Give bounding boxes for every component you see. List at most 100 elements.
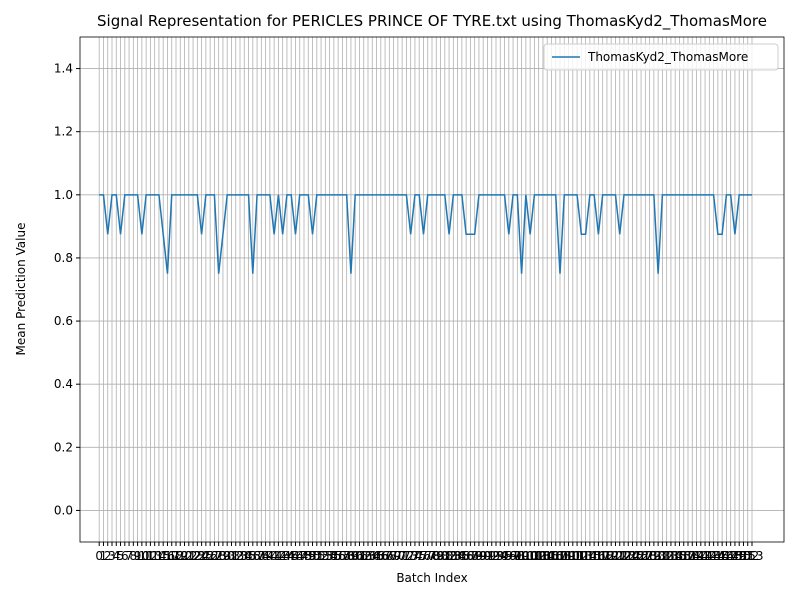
x-tick-label: 11 xyxy=(138,549,153,563)
x-tick-label: 147 xyxy=(715,549,738,563)
x-tick-label: 98 xyxy=(510,549,525,563)
x-tick-label: 34 xyxy=(237,549,252,563)
x-tick-label: 100 xyxy=(514,549,537,563)
x-tick-label: 71 xyxy=(394,549,409,563)
x-tick-label: 36 xyxy=(245,549,260,563)
x-tick-label: 139 xyxy=(681,549,704,563)
x-tick-label: 86 xyxy=(458,549,473,563)
x-tick-label: 137 xyxy=(672,549,695,563)
x-tick-label: 95 xyxy=(497,549,512,563)
x-tick-label: 101 xyxy=(519,549,542,563)
x-tick-label: 54 xyxy=(322,549,337,563)
legend-label: ThomasKyd2_ThomasMore xyxy=(587,50,748,64)
x-tick-label: 45 xyxy=(284,549,299,563)
x-tick-label: 70 xyxy=(390,549,405,563)
x-tick-label: 64 xyxy=(365,549,380,563)
x-tick-label: 20 xyxy=(177,549,192,563)
x-tick-label: 118 xyxy=(591,549,614,563)
x-tick-label: 8 xyxy=(130,549,138,563)
x-tick-label: 2 xyxy=(104,549,112,563)
x-tick-label: 121 xyxy=(604,549,627,563)
x-tick-label: 12 xyxy=(143,549,158,563)
x-tick-label: 9 xyxy=(134,549,142,563)
x-tick-label: 39 xyxy=(258,549,273,563)
x-tick-label: 134 xyxy=(659,549,682,563)
x-tick-label: 30 xyxy=(220,549,235,563)
x-tick-label: 119 xyxy=(595,549,618,563)
x-tick-label: 94 xyxy=(493,549,508,563)
x-tick-label: 127 xyxy=(630,549,653,563)
x-tick-label: 50 xyxy=(305,549,320,563)
x-tick-label: 5 xyxy=(117,549,125,563)
x-tick-label: 13 xyxy=(147,549,162,563)
x-tick-label: 123 xyxy=(613,549,636,563)
x-tick-label: 109 xyxy=(553,549,576,563)
x-tick-label: 18 xyxy=(168,549,183,563)
x-tick-label: 143 xyxy=(698,549,721,563)
x-tick-label: 126 xyxy=(625,549,648,563)
x-tick-label: 145 xyxy=(706,549,729,563)
plot-frame xyxy=(79,36,785,543)
x-tick-label: 37 xyxy=(249,549,264,563)
x-tick-label: 102 xyxy=(523,549,546,563)
line xyxy=(99,194,752,274)
x-tick-label: 148 xyxy=(719,549,742,563)
x-tick-label: 49 xyxy=(301,549,316,563)
x-tick-label: 33 xyxy=(232,549,247,563)
x-tick-label: 113 xyxy=(570,549,593,563)
x-tick-label: 22 xyxy=(185,549,200,563)
x-tick-label: 19 xyxy=(173,549,188,563)
x-tick-label: 84 xyxy=(450,549,465,563)
x-tick-label: 132 xyxy=(651,549,674,563)
x-tick-label: 125 xyxy=(621,549,644,563)
x-axis-label: Batch Index xyxy=(396,571,467,585)
y-tick-label: 0.0 xyxy=(54,503,73,517)
x-tick-label: 103 xyxy=(527,549,550,563)
x-tick-label: 76 xyxy=(416,549,431,563)
chart-title: Signal Representation for PERICLES PRINC… xyxy=(97,12,767,31)
x-tick-label: 73 xyxy=(403,549,418,563)
x-tick-label: 104 xyxy=(531,549,554,563)
x-tick-label: 0 xyxy=(95,549,103,563)
x-tick-label: 38 xyxy=(254,549,269,563)
x-tick-label: 24 xyxy=(194,549,209,563)
x-tick-label: 146 xyxy=(711,549,734,563)
x-tick-label: 17 xyxy=(164,549,179,563)
x-tick-label: 142 xyxy=(694,549,717,563)
x-tick-label: 85 xyxy=(454,549,469,563)
x-tick-label: 114 xyxy=(574,549,597,563)
x-tick-label: 89 xyxy=(471,549,486,563)
x-tick-label: 23 xyxy=(190,549,205,563)
x-tick-label: 35 xyxy=(241,549,256,563)
x-tick-label: 153 xyxy=(741,549,764,563)
x-tick-label: 124 xyxy=(617,549,640,563)
x-tick-label: 88 xyxy=(467,549,482,563)
x-tick-label: 120 xyxy=(600,549,623,563)
x-tick-label: 60 xyxy=(348,549,363,563)
x-tick-label: 128 xyxy=(634,549,657,563)
x-tick-label: 43 xyxy=(275,549,290,563)
y-tick-label: 1.4 xyxy=(54,62,73,76)
x-tick-label: 74 xyxy=(407,549,422,563)
x-tick-label: 111 xyxy=(561,549,584,563)
x-tick-label: 144 xyxy=(702,549,725,563)
x-tick-label: 63 xyxy=(360,549,375,563)
x-tick-label: 115 xyxy=(578,549,601,563)
x-tick-label: 140 xyxy=(685,549,708,563)
x-tick-label: 69 xyxy=(386,549,401,563)
x-tick-label: 110 xyxy=(557,549,580,563)
x-tick-label: 15 xyxy=(156,549,171,563)
x-tick-label: 31 xyxy=(224,549,239,563)
x-tick-label: 67 xyxy=(377,549,392,563)
x-tick-label: 52 xyxy=(313,549,328,563)
x-tick-label: 99 xyxy=(514,549,529,563)
x-tick-label: 3 xyxy=(108,549,116,563)
x-tick-label: 75 xyxy=(412,549,427,563)
x-tick-label: 79 xyxy=(429,549,444,563)
x-tick-label: 133 xyxy=(655,549,678,563)
x-tick-label: 25 xyxy=(198,549,213,563)
x-tick-label: 56 xyxy=(330,549,345,563)
x-tick-label: 106 xyxy=(540,549,563,563)
x-tick-label: 92 xyxy=(484,549,499,563)
